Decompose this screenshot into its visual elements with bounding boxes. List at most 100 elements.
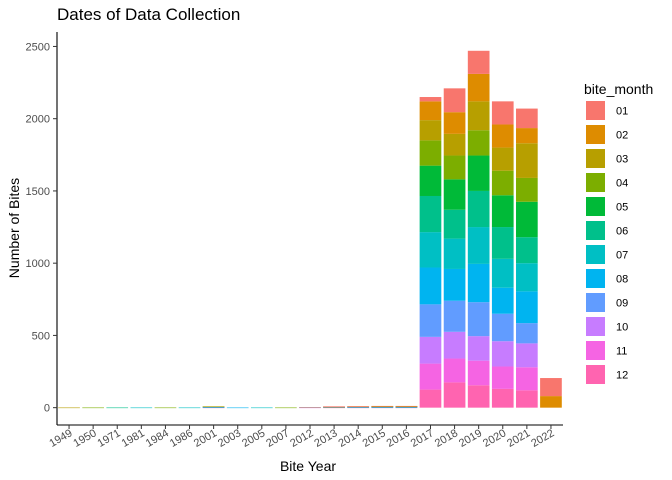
x-tick-label: 2013: [312, 427, 339, 450]
bar-2020-month-07: [491, 258, 514, 288]
legend-key-07: [586, 245, 605, 264]
bar-2019-month-03: [467, 101, 490, 131]
bar-2021-month-09: [516, 323, 538, 344]
bar-2019-month-01: [467, 50, 490, 74]
x-tick-label: 1971: [96, 427, 123, 450]
bar-2017-month-09: [419, 304, 442, 337]
bar-2020-month-02: [491, 124, 514, 148]
x-tick-label: 1984: [144, 427, 171, 450]
legend-key-11: [586, 341, 605, 360]
bar-2021-month-07: [516, 263, 538, 292]
legend-key-02: [586, 125, 605, 144]
bar-2018-month-06: [443, 209, 466, 239]
legend: bite_month 01 02 03 04 05 06 07 08 09 10 11 12: [584, 81, 653, 384]
bar-2017-month-03: [419, 120, 442, 141]
bar-2016-month-01: [395, 405, 418, 407]
bar-2014-month-01: [347, 406, 370, 407]
bar-2019-month-11: [467, 360, 490, 386]
bar-2018-month-11: [443, 358, 466, 383]
bar-2017-month-06: [419, 195, 442, 233]
legend-key-12: [586, 365, 605, 384]
bar-2013-month-01: [323, 406, 345, 407]
bar-2019-month-07: [467, 227, 490, 264]
bar-2020-month-01: [491, 101, 514, 125]
legend-label-06: 06: [616, 226, 628, 238]
bar-2019-month-04: [467, 130, 490, 156]
bar-2017-month-12: [419, 389, 442, 408]
bar-2017-month-11: [419, 363, 442, 390]
legend-key-01: [586, 101, 605, 120]
bar-2019-month-12: [467, 385, 490, 408]
bar-2017-month-04: [419, 140, 442, 166]
bar-1984-month-04: [154, 407, 177, 409]
x-tick-label: 2007: [264, 427, 291, 450]
bar-2020-month-08: [491, 287, 514, 314]
bar-2018-month-02: [443, 112, 466, 134]
legend-label-12: 12: [616, 370, 628, 382]
x-tick-label: 1981: [120, 427, 147, 450]
x-tick-label: 2021: [505, 427, 532, 450]
bar-2020-month-12: [491, 388, 514, 408]
bar-2018-month-01: [443, 88, 466, 113]
bar-2022-month-02: [540, 396, 562, 408]
legend-title: bite_month: [584, 81, 653, 97]
bar-2018-month-10: [443, 331, 466, 359]
x-tick-label: 2019: [457, 427, 484, 450]
bar-2019-month-08: [467, 263, 490, 303]
bar-1949-month-03: [58, 407, 80, 409]
bar-2001-month-03: [202, 406, 225, 407]
x-tick-label: 2017: [409, 427, 436, 450]
bar-2017-month-01: [419, 97, 442, 102]
legend-key-09: [586, 293, 605, 312]
bar-2007-month-04: [275, 407, 297, 409]
x-tick-label: 2022: [529, 427, 556, 450]
bar-2021-month-06: [516, 237, 538, 264]
bar-2019-month-09: [467, 302, 490, 337]
x-axis-title: Bite Year: [280, 458, 336, 474]
x-tick-label: 2020: [481, 427, 508, 450]
bar-2020-month-10: [491, 341, 514, 367]
chart-title: Dates of Data Collection: [57, 5, 240, 24]
x-tick-label: 2018: [433, 427, 460, 450]
legend-key-06: [586, 221, 605, 240]
bar-2021-month-12: [516, 390, 538, 408]
bar-1981-month-07: [130, 407, 153, 409]
bar-2021-month-04: [516, 177, 538, 202]
legend-key-04: [586, 173, 605, 192]
bar-2017-month-05: [419, 165, 442, 196]
bar-2020-month-06: [491, 227, 514, 259]
bar-2018-month-05: [443, 179, 466, 210]
x-tick-label: 1950: [71, 427, 98, 450]
bar-2021-month-02: [516, 128, 538, 144]
y-tick-label: 2000: [26, 114, 50, 126]
legend-key-10: [586, 317, 605, 336]
bar-2022-month-01: [540, 378, 562, 397]
bar-2003-month-08: [226, 407, 249, 409]
legend-label-03: 03: [616, 154, 628, 166]
bar-2012-month-01: [299, 407, 321, 408]
bar-2021-month-08: [516, 291, 538, 324]
bar-2021-month-05: [516, 201, 538, 238]
legend-label-04: 04: [616, 178, 628, 190]
y-tick-label: 500: [32, 330, 50, 342]
legend-label-07: 07: [616, 250, 628, 262]
bars-group: [58, 50, 562, 409]
bar-2019-month-06: [467, 190, 490, 228]
bar-2021-month-01: [516, 108, 538, 129]
bar-2019-month-10: [467, 336, 490, 361]
legend-key-03: [586, 149, 605, 168]
legend-label-09: 09: [616, 298, 628, 310]
bar-2015-month-01: [371, 405, 394, 407]
bar-2019-month-05: [467, 155, 490, 191]
bar-2018-month-08: [443, 268, 466, 301]
bar-2018-month-04: [443, 155, 466, 180]
bar-1971-month-06: [106, 407, 129, 409]
bar-2017-month-10: [419, 336, 442, 364]
y-tick-label: 0: [44, 403, 50, 415]
bar-2017-month-07: [419, 232, 442, 268]
x-tick-label: 1986: [168, 427, 195, 450]
bar-2017-month-02: [419, 101, 442, 121]
bar-2021-month-11: [516, 367, 538, 391]
y-axis-title: Number of Bites: [6, 178, 22, 278]
